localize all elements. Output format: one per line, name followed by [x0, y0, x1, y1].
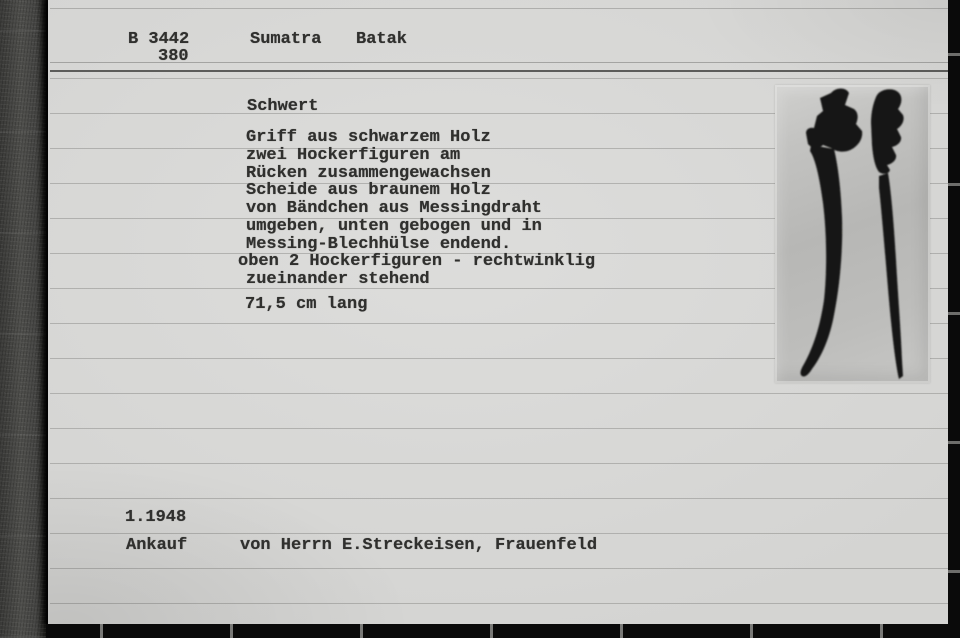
acquisition-source: von Herrn E.Streckeisen, Frauenfeld — [240, 536, 598, 555]
region-label: Sumatra — [250, 30, 322, 49]
tick-mark — [360, 624, 363, 638]
description-line: Rücken zusammengewachsen — [246, 163, 491, 183]
acquisition-date: 1.1948 — [125, 508, 187, 527]
tick-mark — [948, 183, 960, 186]
tick-mark — [948, 441, 960, 444]
tick-mark — [490, 624, 493, 638]
ruled-line-top — [50, 8, 948, 9]
object-description: Griff aus schwarzem Holz zwei Hockerfigu… — [238, 128, 595, 289]
artifact-photo — [775, 85, 930, 383]
header-divider-rule — [50, 70, 948, 72]
description-line: Scheide aus braunem Holz — [246, 181, 491, 201]
tick-mark — [620, 624, 623, 638]
description-line: umgeben, unten gebogen und in — [246, 216, 542, 236]
dimension-note: 71,5 cm lang — [245, 295, 368, 314]
object-title: Schwert — [247, 97, 319, 116]
description-line: Griff aus schwarzem Holz — [246, 128, 491, 147]
tick-mark — [948, 312, 960, 315]
description-line: zueinander stehend — [246, 270, 430, 289]
culture-label: Batak — [356, 30, 408, 49]
scan-edge-bottom — [46, 624, 960, 638]
sword-silhouettes-image — [800, 88, 904, 379]
tick-mark — [750, 624, 753, 638]
sword-silhouette — [871, 89, 904, 379]
tick-mark — [100, 624, 103, 638]
ruled-line-header — [50, 62, 948, 63]
secondary-number: 380 — [158, 47, 189, 66]
description-line: Messing-Blechhülse endend. — [246, 234, 512, 254]
acquisition-method: Ankauf — [126, 536, 188, 555]
sword-in-sheath-silhouette — [800, 88, 863, 377]
description-line: zwei Hockerfiguren am — [246, 145, 461, 165]
scan-edge-right — [948, 0, 960, 638]
tick-mark — [948, 570, 960, 573]
tick-mark — [948, 53, 960, 56]
inventory-number: B 3442 — [128, 30, 190, 49]
tick-mark — [880, 624, 883, 638]
description-line: oben 2 Hockerfiguren - rechtwinklig — [238, 252, 596, 272]
scanner-cloth-strip — [0, 0, 46, 638]
description-line: von Bändchen aus Messingdraht — [246, 199, 542, 218]
tick-mark — [230, 624, 233, 638]
